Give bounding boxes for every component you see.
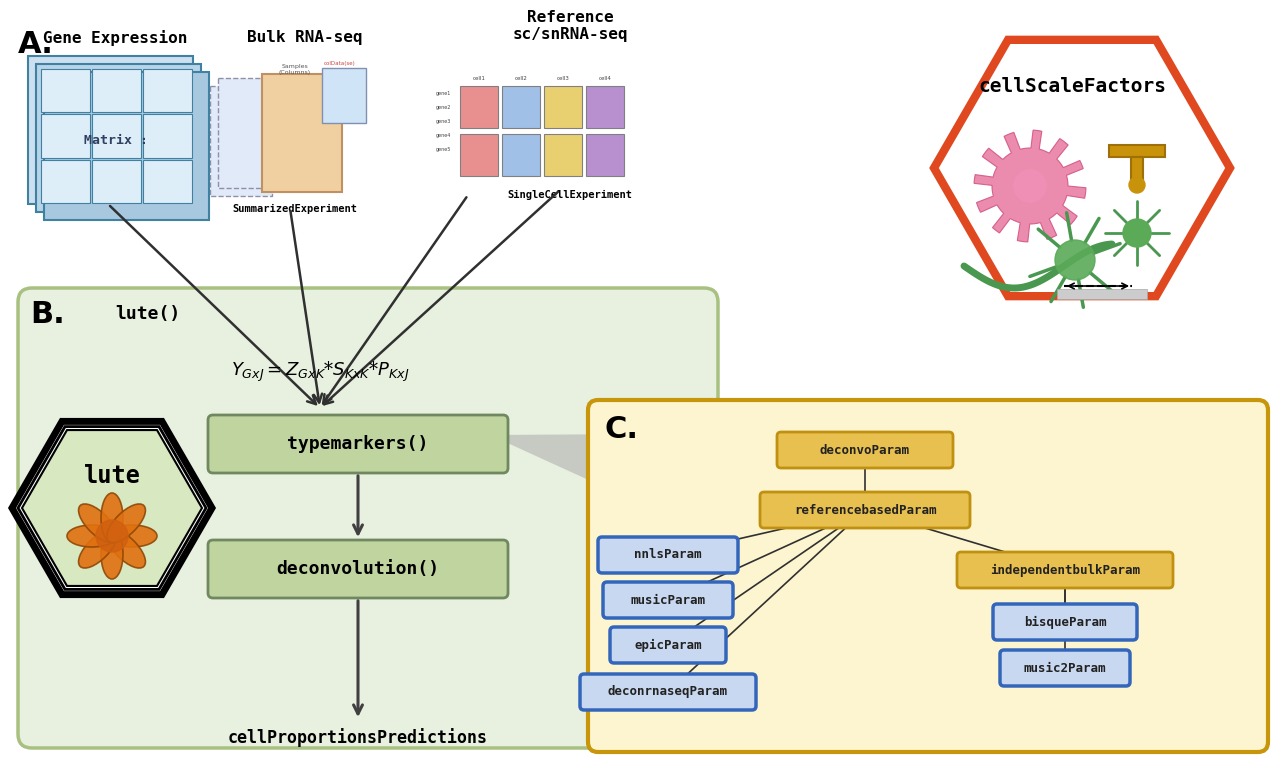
Text: typemarkers(): typemarkers() [287, 435, 429, 453]
Bar [1057, 289, 1147, 299]
Bar [502, 134, 540, 176]
Polygon shape [934, 40, 1230, 296]
Text: Reference
sc/snRNA-seq: Reference sc/snRNA-seq [512, 10, 627, 43]
Bar [586, 134, 625, 176]
Bar [92, 114, 141, 158]
Text: cellProportionsPredictions: cellProportionsPredictions [228, 729, 488, 748]
Bar [210, 86, 273, 196]
Text: gene5: gene5 [435, 146, 451, 152]
Text: SingleCellExperiment: SingleCellExperiment [507, 190, 632, 200]
Bar [36, 64, 201, 212]
Text: music2Param: music2Param [1024, 662, 1106, 674]
Bar [44, 72, 209, 220]
FancyBboxPatch shape [18, 288, 718, 748]
Bar [460, 134, 498, 176]
Bar [143, 69, 192, 112]
Text: cell2: cell2 [515, 76, 527, 81]
Circle shape [1129, 177, 1146, 193]
Text: cellScaleFactors: cellScaleFactors [978, 76, 1166, 95]
FancyBboxPatch shape [611, 627, 726, 663]
Bar [262, 74, 342, 192]
Text: bisqueParam: bisqueParam [1024, 616, 1106, 629]
Ellipse shape [101, 529, 123, 579]
FancyBboxPatch shape [588, 400, 1268, 752]
Text: epicParam: epicParam [635, 639, 701, 652]
Text: deconvoParam: deconvoParam [820, 443, 910, 456]
Bar [544, 86, 582, 128]
Circle shape [1014, 170, 1046, 202]
Text: Gene Expression: Gene Expression [42, 30, 187, 46]
Bar [143, 159, 192, 203]
Bar [143, 114, 192, 158]
Circle shape [1123, 219, 1151, 247]
FancyBboxPatch shape [777, 432, 954, 468]
FancyBboxPatch shape [760, 492, 970, 528]
Text: SummarizedExperiment: SummarizedExperiment [233, 204, 357, 214]
Text: cell3: cell3 [557, 76, 570, 81]
FancyBboxPatch shape [580, 674, 756, 710]
Bar [92, 159, 141, 203]
Polygon shape [490, 430, 1270, 720]
Ellipse shape [78, 504, 118, 542]
Text: referencebasedParam: referencebasedParam [794, 504, 936, 517]
Bar [1108, 145, 1165, 157]
Ellipse shape [78, 530, 118, 568]
Text: nnlsParam: nnlsParam [635, 549, 701, 562]
Ellipse shape [108, 525, 157, 547]
Text: deconrnaseqParam: deconrnaseqParam [608, 685, 728, 698]
Bar [323, 68, 366, 123]
Bar [41, 114, 90, 158]
Text: cell4: cell4 [599, 76, 612, 81]
Text: colData(se): colData(se) [324, 61, 356, 66]
Bar [586, 86, 625, 128]
Text: gene3: gene3 [435, 118, 451, 124]
Text: gene1: gene1 [435, 91, 451, 95]
Bar [1132, 157, 1143, 179]
Polygon shape [22, 430, 202, 586]
FancyBboxPatch shape [598, 537, 739, 573]
Bar [41, 159, 90, 203]
Text: Matrix :: Matrix : [84, 134, 148, 146]
FancyBboxPatch shape [207, 415, 508, 473]
Text: B.: B. [29, 300, 65, 329]
Ellipse shape [101, 493, 123, 543]
Polygon shape [974, 130, 1085, 242]
Bar [502, 86, 540, 128]
Text: C.: C. [605, 415, 639, 444]
Text: deconvolution(): deconvolution() [276, 560, 439, 578]
Bar [218, 78, 280, 188]
Text: cell1: cell1 [472, 76, 485, 81]
FancyBboxPatch shape [1000, 650, 1130, 686]
Circle shape [1055, 240, 1094, 280]
Text: lute(): lute() [115, 305, 180, 323]
Bar [92, 69, 141, 112]
Polygon shape [12, 421, 212, 594]
Circle shape [96, 520, 128, 552]
FancyBboxPatch shape [207, 540, 508, 598]
Text: Samples
(Columns): Samples (Columns) [279, 64, 311, 75]
Text: A.: A. [18, 30, 54, 59]
Text: lute: lute [83, 464, 141, 488]
FancyBboxPatch shape [603, 582, 733, 618]
Text: independentbulkParam: independentbulkParam [989, 563, 1140, 577]
Bar [41, 69, 90, 112]
Text: $Y_{GxJ} = Z_{GxK}$*$S_{KxK}$*$P_{KxJ}$: $Y_{GxJ} = Z_{GxK}$*$S_{KxK}$*$P_{KxJ}$ [230, 360, 410, 384]
Text: gene4: gene4 [435, 133, 451, 137]
Bar [544, 134, 582, 176]
Ellipse shape [106, 504, 146, 542]
Bar [28, 56, 193, 204]
Ellipse shape [67, 525, 116, 547]
Polygon shape [18, 427, 206, 589]
FancyBboxPatch shape [957, 552, 1172, 588]
Text: Bulk RNA-seq: Bulk RNA-seq [247, 30, 362, 45]
Bar [460, 86, 498, 128]
Text: musicParam: musicParam [631, 594, 705, 607]
FancyBboxPatch shape [993, 604, 1137, 640]
Text: gene2: gene2 [435, 105, 451, 110]
Ellipse shape [106, 530, 146, 568]
